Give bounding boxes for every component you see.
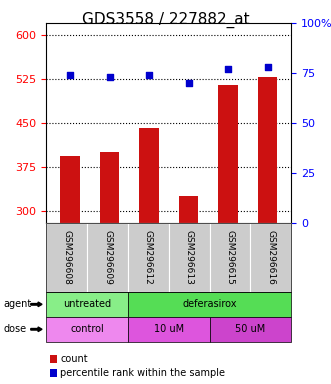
Text: GSM296616: GSM296616: [266, 230, 275, 285]
Text: GSM296608: GSM296608: [62, 230, 71, 285]
Text: GSM296612: GSM296612: [144, 230, 153, 285]
Text: percentile rank within the sample: percentile rank within the sample: [60, 368, 225, 378]
Bar: [179, 196, 199, 223]
Text: GDS3558 / 227882_at: GDS3558 / 227882_at: [82, 12, 249, 28]
Bar: [100, 152, 119, 223]
Text: dose: dose: [3, 324, 26, 334]
Text: GSM296609: GSM296609: [103, 230, 112, 285]
Text: GSM296615: GSM296615: [225, 230, 235, 285]
Text: 50 uM: 50 uM: [235, 324, 265, 334]
Text: control: control: [70, 324, 104, 334]
Point: [68, 72, 73, 78]
Point: [107, 74, 112, 80]
Point: [146, 72, 152, 78]
Text: agent: agent: [3, 299, 31, 310]
Bar: [218, 85, 238, 223]
Point: [225, 66, 231, 72]
Text: untreated: untreated: [63, 299, 111, 310]
Text: GSM296613: GSM296613: [185, 230, 194, 285]
Text: 10 uM: 10 uM: [154, 324, 184, 334]
Point: [186, 80, 191, 86]
Text: count: count: [60, 354, 88, 364]
Point: [265, 64, 270, 70]
Bar: [60, 156, 80, 223]
Text: deferasirox: deferasirox: [182, 299, 237, 310]
Bar: [258, 77, 277, 223]
Bar: [139, 127, 159, 223]
